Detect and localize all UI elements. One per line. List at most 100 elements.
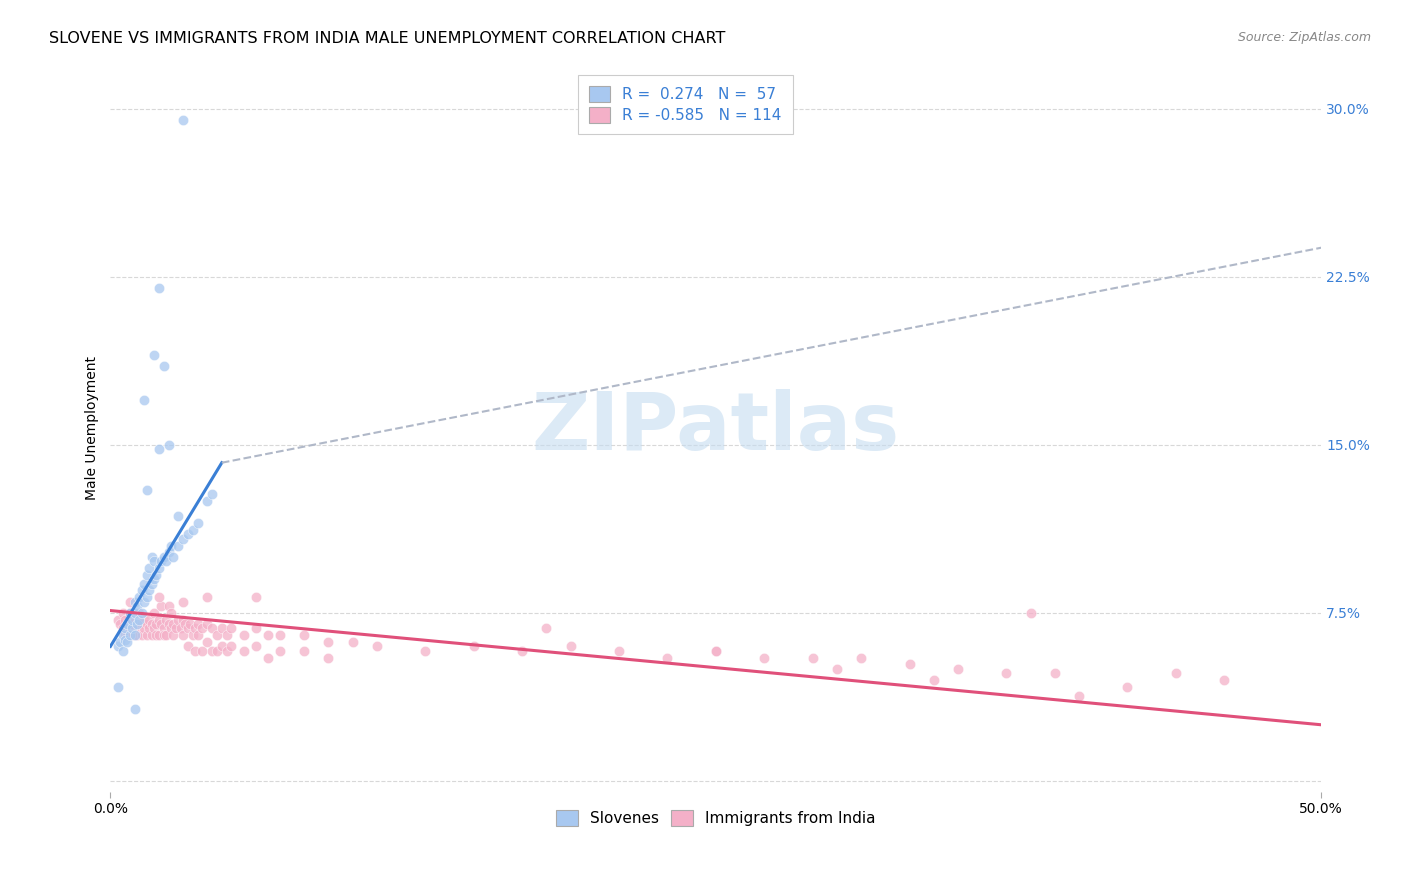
Point <box>946 662 969 676</box>
Point <box>121 613 143 627</box>
Point <box>148 628 170 642</box>
Point <box>125 617 148 632</box>
Point <box>157 438 180 452</box>
Point <box>754 650 776 665</box>
Point <box>148 561 170 575</box>
Point <box>138 561 160 575</box>
Point <box>162 617 184 632</box>
Point <box>318 650 340 665</box>
Point <box>704 644 727 658</box>
Point <box>117 617 139 632</box>
Point <box>413 644 436 658</box>
Point <box>191 644 214 658</box>
Point <box>125 599 148 613</box>
Point <box>191 622 214 636</box>
Point <box>221 640 243 654</box>
Text: SLOVENE VS IMMIGRANTS FROM INDIA MALE UNEMPLOYMENT CORRELATION CHART: SLOVENE VS IMMIGRANTS FROM INDIA MALE UN… <box>49 31 725 46</box>
Point <box>167 539 190 553</box>
Point <box>135 617 157 632</box>
Point <box>995 666 1018 681</box>
Point <box>108 617 131 632</box>
Point <box>177 622 200 636</box>
Point <box>124 628 146 642</box>
Point <box>141 576 163 591</box>
Point <box>125 617 148 632</box>
Point <box>150 599 173 613</box>
Point <box>135 483 157 497</box>
Legend: Slovenes, Immigrants from India: Slovenes, Immigrants from India <box>547 801 884 835</box>
Point <box>152 359 174 374</box>
Point <box>143 606 166 620</box>
Point <box>111 628 134 642</box>
Point <box>152 549 174 564</box>
Point <box>205 644 228 658</box>
Point <box>134 392 156 407</box>
Point <box>187 628 209 642</box>
Point <box>124 594 146 608</box>
Point <box>172 532 194 546</box>
Point <box>342 635 364 649</box>
Point <box>111 622 134 636</box>
Point <box>114 632 136 647</box>
Point <box>167 509 190 524</box>
Point <box>174 617 197 632</box>
Point <box>187 516 209 531</box>
Point <box>463 640 485 654</box>
Point <box>118 606 141 620</box>
Point <box>215 628 238 642</box>
Point <box>232 628 254 642</box>
Point <box>187 617 209 632</box>
Point <box>849 650 872 665</box>
Point <box>117 617 139 632</box>
Point <box>169 622 191 636</box>
Point <box>366 640 388 654</box>
Point <box>201 644 224 658</box>
Point <box>145 628 167 642</box>
Point <box>143 622 166 636</box>
Point <box>657 650 679 665</box>
Point <box>107 640 129 654</box>
Point <box>128 590 150 604</box>
Point <box>121 622 143 636</box>
Point <box>269 644 291 658</box>
Point <box>256 650 278 665</box>
Point <box>1019 606 1042 620</box>
Point <box>1164 666 1187 681</box>
Point <box>143 348 166 362</box>
Point <box>184 622 207 636</box>
Point <box>131 583 153 598</box>
Point <box>160 606 183 620</box>
Point <box>117 628 139 642</box>
Point <box>160 539 183 553</box>
Point <box>114 622 136 636</box>
Point <box>150 554 173 568</box>
Point <box>131 628 153 642</box>
Point <box>111 606 134 620</box>
Point <box>922 673 945 687</box>
Point <box>141 628 163 642</box>
Point <box>181 628 204 642</box>
Point <box>128 613 150 627</box>
Point <box>269 628 291 642</box>
Point <box>121 628 143 642</box>
Point <box>118 622 141 636</box>
Point <box>245 590 267 604</box>
Point <box>155 613 177 627</box>
Point <box>155 628 177 642</box>
Point <box>179 617 201 632</box>
Point <box>150 617 173 632</box>
Point <box>510 644 533 658</box>
Point <box>157 545 180 559</box>
Point <box>167 613 190 627</box>
Point <box>256 628 278 642</box>
Point <box>135 628 157 642</box>
Point <box>145 567 167 582</box>
Point <box>131 606 153 620</box>
Point <box>108 635 131 649</box>
Point <box>1116 680 1139 694</box>
Point <box>205 628 228 642</box>
Point <box>195 617 218 632</box>
Point <box>1043 666 1066 681</box>
Point <box>118 628 141 642</box>
Point <box>121 617 143 632</box>
